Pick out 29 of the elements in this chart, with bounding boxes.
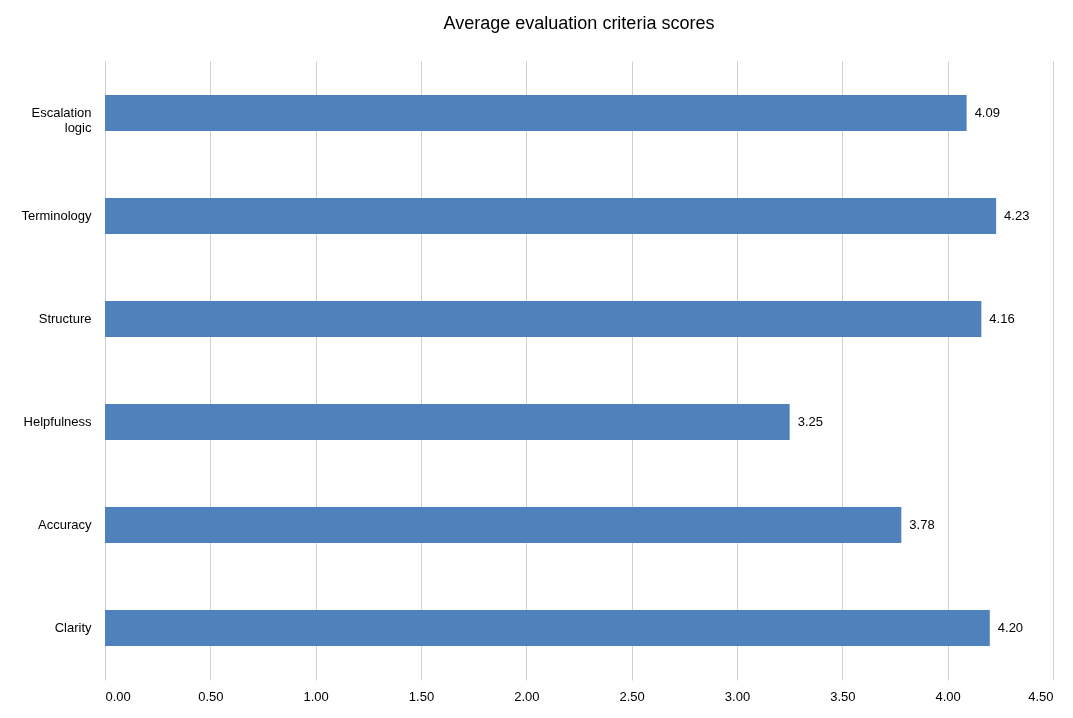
- x-tick-label: 2.00: [514, 688, 540, 704]
- bar: [105, 609, 990, 647]
- data-label: 3.25: [797, 414, 823, 429]
- data-label: 4.23: [1004, 208, 1030, 224]
- y-tick-label: Clarity: [54, 619, 92, 635]
- x-tick-label: 2.50: [619, 688, 645, 704]
- bar: [105, 94, 967, 132]
- x-tick-label: 0.50: [198, 688, 224, 704]
- x-tick-label: 1.00: [303, 688, 329, 704]
- chart-title: Average evaluation criteria scores: [443, 13, 715, 33]
- y-tick-label: Escalation logic: [31, 105, 92, 136]
- bar: [105, 300, 982, 338]
- bar: [105, 506, 902, 544]
- data-label: 4.09: [974, 105, 1000, 121]
- x-tick-label: 4.50: [1028, 688, 1054, 704]
- data-label: 4.20: [997, 619, 1024, 635]
- data-label: 3.78: [909, 516, 935, 532]
- x-tick-label: 1.50: [408, 688, 435, 704]
- x-tick-label: 3.00: [724, 688, 751, 704]
- y-tick-label: Terminology: [21, 208, 92, 224]
- x-tick-label: 3.50: [830, 688, 856, 704]
- y-tick-label: Helpfulness: [23, 414, 92, 429]
- data-label: 4.16: [989, 311, 1015, 326]
- bar: [105, 403, 790, 441]
- x-tick-label: 4.00: [935, 688, 961, 704]
- y-tick-label: Accuracy: [38, 516, 92, 532]
- x-tick-label: 0.00: [105, 688, 131, 704]
- bar: [105, 197, 997, 235]
- y-tick-label: Structure: [38, 311, 92, 326]
